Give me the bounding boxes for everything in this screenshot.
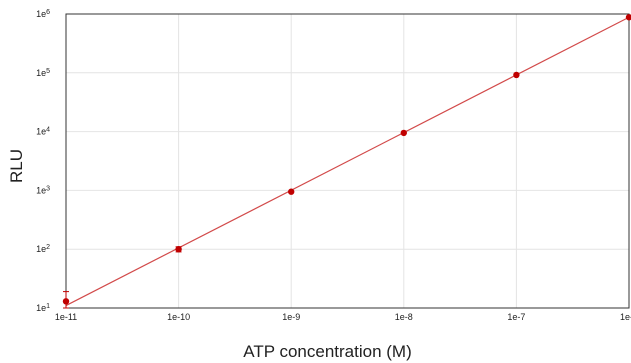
data-point — [400, 129, 407, 137]
y-tick-base: 1e — [36, 185, 46, 195]
x-tick-label: 1e-10 — [167, 312, 190, 322]
fit-line — [65, 16, 630, 307]
data-point — [175, 246, 182, 253]
y-tick-base: 1e — [36, 68, 46, 78]
data-point — [288, 188, 295, 195]
data-point — [625, 14, 631, 21]
data-points — [62, 14, 631, 305]
y-tick-exponent: 1 — [46, 303, 50, 310]
y-tick-exponent: 4 — [46, 127, 50, 134]
y-tick-label: 1e5 — [36, 68, 50, 78]
y-tick-label: 1e2 — [36, 244, 50, 254]
fit-line-group — [65, 16, 630, 307]
y-tick-label: 1e6 — [36, 9, 50, 19]
y-tick-label: 1e4 — [36, 127, 50, 137]
y-tick-exponent: 5 — [46, 68, 50, 75]
x-tick-label: 1e-8 — [395, 312, 413, 322]
x-axis-ticks: 1e-11 1e-10 1e-9 1e-8 1e-7 1e-6 — [55, 312, 631, 322]
grid — [66, 14, 629, 308]
x-axis-label: ATP concentration (M) — [243, 342, 412, 361]
y-tick-exponent: 6 — [46, 9, 50, 16]
y-tick-base: 1e — [36, 303, 46, 313]
plot-frame — [65, 13, 630, 309]
x-tick-label: 1e-9 — [282, 312, 300, 322]
y-axis-label: RLU — [7, 149, 26, 183]
y-tick-exponent: 3 — [46, 185, 50, 192]
data-point — [62, 298, 70, 305]
y-tick-base: 1e — [36, 244, 46, 254]
y-tick-base: 1e — [36, 127, 46, 137]
x-tick-label: 1e-7 — [507, 312, 525, 322]
data-point — [513, 71, 520, 79]
x-tick-label: 1e-6 — [620, 312, 631, 322]
y-tick-exponent: 2 — [46, 244, 50, 251]
y-tick-label: 1e1 — [36, 303, 50, 313]
y-tick-base: 1e — [36, 9, 46, 19]
x-tick-label: 1e-11 — [55, 312, 77, 322]
y-tick-label: 1e3 — [36, 185, 50, 195]
